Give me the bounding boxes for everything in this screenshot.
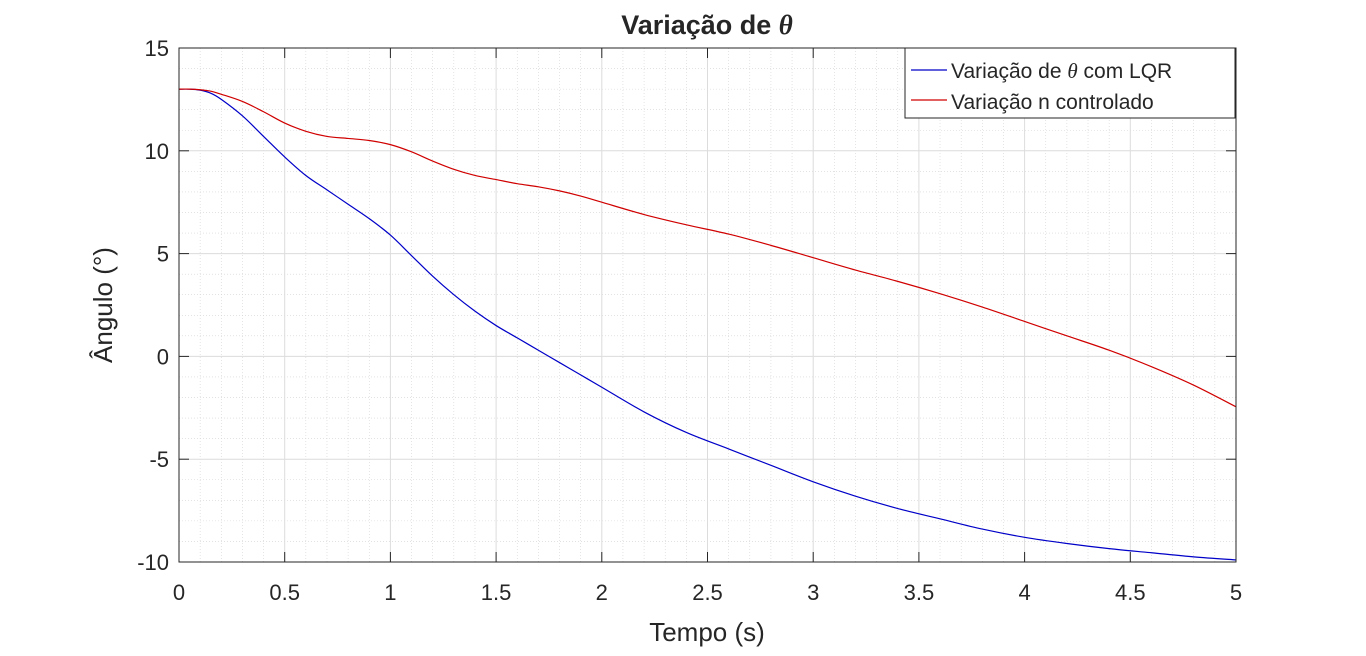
series-layer: [178, 88, 1237, 561]
series-line-uncontrolled: [178, 88, 1237, 408]
x-tick-label: 3.5: [904, 580, 935, 605]
x-tick-label: 1.5: [481, 580, 512, 605]
legend-label-uncontrolled: Variação n controlado: [951, 91, 1154, 114]
x-tick-label: 5: [1230, 580, 1242, 605]
chart-title-prefix: Variação de: [621, 10, 779, 40]
x-tick-label: 4: [1018, 580, 1030, 605]
y-tick-label: 15: [145, 36, 169, 61]
x-tick-label: 2: [596, 580, 608, 605]
x-tick-label: 4.5: [1115, 580, 1146, 605]
x-tick-label: 0: [173, 580, 185, 605]
x-axis-label: Tempo (s): [649, 617, 765, 647]
chart-title: Variação de θ: [621, 10, 793, 40]
legend-box: [904, 47, 1236, 119]
legend-lqr-symbol: θ: [1067, 59, 1077, 83]
x-tick-label: 1: [384, 580, 396, 605]
ticks: [178, 47, 1237, 563]
y-tick-label: 10: [145, 139, 169, 164]
legend-lqr-suffix: com LQR: [1078, 60, 1173, 83]
y-axis-label: Ângulo (°): [88, 247, 118, 363]
x-tick-label: 0.5: [269, 580, 300, 605]
legend-lqr-prefix: Variação de: [951, 60, 1067, 83]
legend-label-lqr: Variação de θ com LQR: [951, 59, 1172, 83]
tick-labels: 0 0.5 1 1.5 2 2.5 3 3.5 4 4.5 5 -10 -5 0 5 10 15: [137, 36, 1242, 605]
x-tick-label: 2.5: [692, 580, 723, 605]
series-line-lqr: [178, 88, 1237, 561]
y-tick-label: -10: [137, 550, 169, 575]
y-tick-label: 0: [157, 344, 169, 369]
chart-title-symbol: θ: [779, 10, 793, 40]
y-tick-label: -5: [149, 447, 169, 472]
legend: Variação de θ com LQR Variação n control…: [904, 47, 1236, 119]
y-tick-label: 5: [157, 242, 169, 267]
x-tick-label: 3: [807, 580, 819, 605]
